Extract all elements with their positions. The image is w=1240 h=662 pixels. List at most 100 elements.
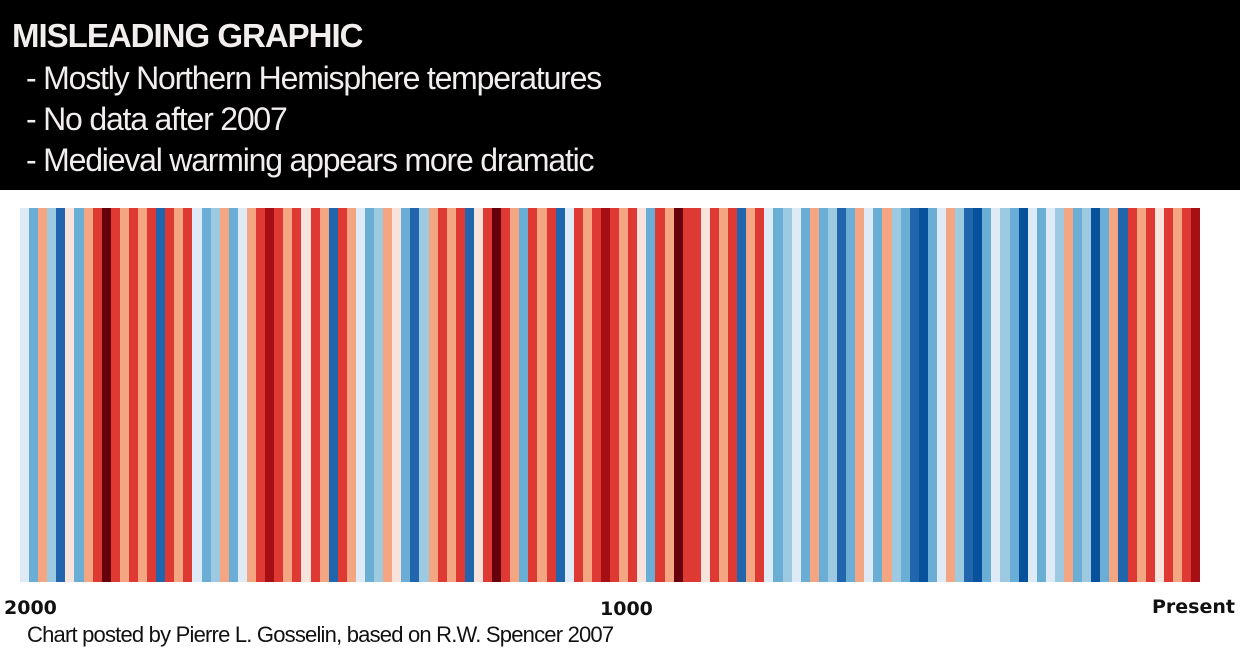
header-banner: MISLEADING GRAPHIC - Mostly Northern Hem… [0, 0, 1240, 190]
temperature-stripe [74, 208, 84, 582]
temperature-stripe [455, 208, 465, 582]
temperature-stripe [419, 208, 429, 582]
temperature-stripe [1009, 208, 1019, 582]
temperature-stripe [392, 208, 402, 582]
temperature-stripe [374, 208, 384, 582]
temperature-stripe [92, 208, 102, 582]
temperature-stripe [437, 208, 447, 582]
temperature-stripe [1145, 208, 1155, 582]
temperature-stripe [56, 208, 66, 582]
temperature-stripe [628, 208, 638, 582]
warming-stripes-chart [20, 208, 1201, 582]
temperature-stripe [65, 208, 75, 582]
temperature-stripe [882, 208, 892, 582]
axis-label-start: 2000 [4, 597, 57, 619]
temperature-stripe [492, 208, 502, 582]
temperature-stripe [1027, 208, 1037, 582]
temperature-stripe [482, 208, 493, 582]
temperature-stripe [1109, 208, 1119, 582]
temperature-stripe [855, 208, 865, 582]
temperature-stripe [773, 208, 783, 582]
temperature-stripe [582, 208, 592, 582]
temperature-stripe [519, 208, 529, 582]
temperature-stripe [319, 208, 329, 582]
temperature-stripe [328, 208, 338, 582]
temperature-stripe [265, 208, 275, 582]
temperature-stripe [364, 208, 375, 582]
temperature-stripe [891, 208, 901, 582]
annotation-list: - Mostly Northern Hemisphere temperature… [26, 58, 602, 181]
temperature-stripe [755, 208, 765, 582]
temperature-stripe [1073, 208, 1083, 582]
temperature-stripe [864, 208, 874, 582]
temperature-stripe [119, 208, 129, 582]
temperature-stripe [719, 208, 729, 582]
temperature-stripe [728, 208, 738, 582]
temperature-stripe [20, 208, 30, 582]
temperature-stripe [219, 208, 229, 582]
temperature-stripe [1000, 208, 1010, 582]
source-caption: Chart posted by Pierre L. Gosselin, base… [27, 622, 614, 647]
temperature-stripe [1036, 208, 1046, 582]
temperature-stripe [555, 208, 565, 582]
temperature-stripe [192, 208, 202, 582]
temperature-stripe [873, 208, 883, 582]
temperature-stripe [310, 208, 320, 582]
temperature-stripe [573, 208, 583, 582]
temperature-stripe [809, 208, 819, 582]
temperature-stripe [138, 208, 148, 582]
temperature-stripe [709, 208, 720, 582]
temperature-stripe [682, 208, 692, 582]
temperature-stripe [691, 208, 701, 582]
temperature-stripe [700, 208, 710, 582]
temperature-stripe [47, 208, 57, 582]
temperature-stripe [1127, 208, 1137, 582]
temperature-stripe [1045, 208, 1055, 582]
temperature-stripe [936, 208, 946, 582]
temperature-stripe [201, 208, 211, 582]
temperature-stripe [818, 208, 828, 582]
temperature-stripe [1063, 208, 1074, 582]
temperature-stripe [210, 208, 220, 582]
temperature-stripe [646, 208, 656, 582]
temperature-stripe [918, 208, 928, 582]
temperature-stripe [183, 208, 193, 582]
temperature-stripe [991, 208, 1001, 582]
temperature-stripe [274, 208, 284, 582]
temperature-stripe [610, 208, 620, 582]
temperature-stripe [1054, 208, 1064, 582]
temperature-stripe [955, 208, 965, 582]
temperature-stripe [292, 208, 302, 582]
axis-label-end: Present [1152, 596, 1235, 618]
temperature-stripe [355, 208, 365, 582]
temperature-stripe [38, 208, 48, 582]
temperature-stripe [383, 208, 393, 582]
temperature-stripe [110, 208, 120, 582]
temperature-stripe [446, 208, 456, 582]
temperature-stripe [228, 208, 238, 582]
temperature-stripe [346, 208, 356, 582]
temperature-stripe [1172, 208, 1182, 582]
temperature-stripe [1163, 208, 1173, 582]
temperature-stripe [156, 208, 166, 582]
temperature-stripe [900, 208, 910, 582]
temperature-stripe [764, 208, 774, 582]
temperature-stripe [464, 208, 474, 582]
temperature-stripe [1154, 208, 1164, 582]
temperature-stripe [83, 208, 93, 582]
temperature-stripe [846, 208, 856, 582]
temperature-stripe [827, 208, 838, 582]
graphic-title: MISLEADING GRAPHIC [12, 17, 364, 54]
temperature-stripe [982, 208, 992, 582]
temperature-stripe [147, 208, 157, 582]
temperature-stripe [664, 208, 674, 582]
temperature-stripe [1191, 208, 1201, 582]
temperature-stripe [619, 208, 629, 582]
temperature-stripe [591, 208, 601, 582]
temperature-stripe [1118, 208, 1128, 582]
temperature-stripe [428, 208, 438, 582]
temperature-stripe [791, 208, 801, 582]
temperature-stripe [528, 208, 538, 582]
temperature-stripe [782, 208, 792, 582]
temperature-stripe [546, 208, 556, 582]
